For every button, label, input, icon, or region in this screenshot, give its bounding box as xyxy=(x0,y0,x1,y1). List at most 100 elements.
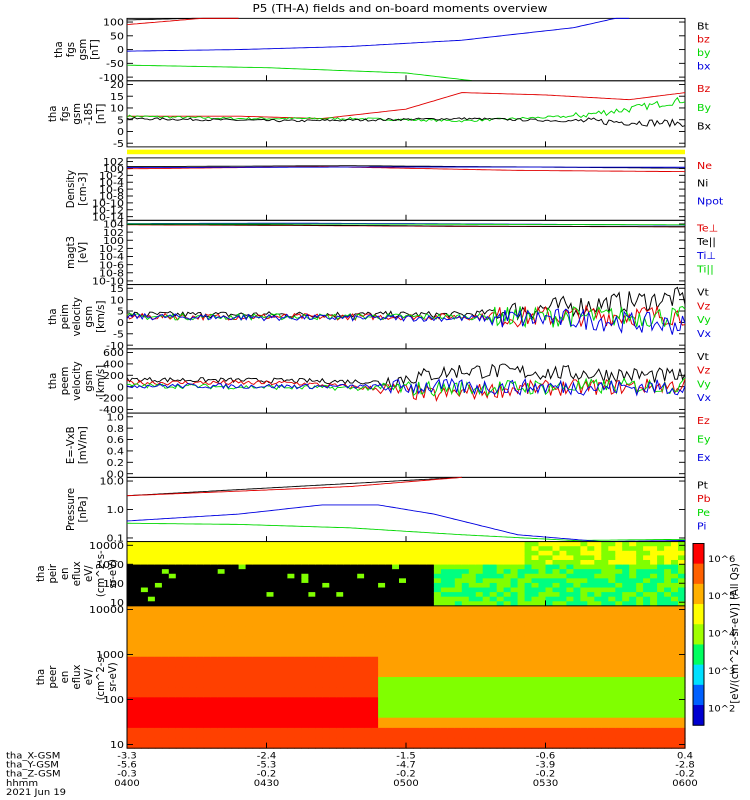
heat-cell xyxy=(601,605,609,617)
x-row-value: -0.2 xyxy=(675,769,694,780)
heat-cell xyxy=(566,677,574,688)
y-tick-label: 15 xyxy=(110,283,124,294)
heat-cell xyxy=(545,656,554,668)
heat-cell xyxy=(280,687,288,698)
heat-cell xyxy=(175,646,184,658)
heat-cell xyxy=(134,573,142,579)
heat-cell xyxy=(426,717,435,729)
heat-cell xyxy=(510,636,519,648)
heat-cell xyxy=(336,578,344,584)
heat-cell xyxy=(510,605,519,617)
heat-cell xyxy=(392,656,400,668)
heat-cell xyxy=(503,587,512,593)
y-tick-label: 10000 xyxy=(89,605,124,616)
heat-cell xyxy=(496,727,505,739)
heat-cell xyxy=(147,626,156,637)
heat-cell xyxy=(461,546,470,552)
heat-cell xyxy=(475,707,484,719)
heat-cell xyxy=(336,656,344,668)
heat-cell xyxy=(503,605,512,617)
series-Vx xyxy=(126,377,686,397)
heat-cell xyxy=(489,737,498,749)
heat-cell xyxy=(608,555,616,561)
heat-cell xyxy=(350,626,358,637)
heat-cell xyxy=(440,587,449,593)
heat-cell xyxy=(252,564,261,570)
heat-cell xyxy=(552,656,561,668)
heat-cell xyxy=(140,616,149,627)
x-row-value: -3.3 xyxy=(117,751,136,762)
heat-cell xyxy=(329,727,337,739)
heat-cell xyxy=(678,707,686,719)
heat-cell xyxy=(301,656,309,668)
heat-cell xyxy=(315,636,323,648)
x-row-value: -1.5 xyxy=(396,751,415,762)
heat-cell xyxy=(161,605,170,617)
heat-cell xyxy=(203,596,212,602)
heat-cell xyxy=(496,601,505,607)
heat-cell xyxy=(454,541,463,547)
heat-cell xyxy=(154,666,163,678)
y-axis-label: eV/ xyxy=(83,668,96,685)
heat-cell xyxy=(475,626,484,637)
heat-cell xyxy=(273,569,282,575)
heat-cell xyxy=(406,541,414,547)
heat-cell xyxy=(231,555,240,561)
heat-cell xyxy=(336,697,344,709)
heat-cell xyxy=(413,626,421,637)
heat-cell xyxy=(475,737,484,749)
heat-cell xyxy=(580,616,588,627)
heat-cell xyxy=(329,578,337,584)
heat-cell xyxy=(392,677,400,688)
heat-cell xyxy=(433,626,442,637)
heat-cell xyxy=(517,687,526,698)
heat-cell xyxy=(657,616,665,627)
heat-cell xyxy=(238,707,247,719)
heat-cell xyxy=(350,573,358,579)
heat-cell xyxy=(294,569,302,575)
heat-cell xyxy=(266,616,275,627)
heat-cell xyxy=(140,573,149,579)
heat-cell xyxy=(127,601,135,607)
heat-cell xyxy=(322,605,330,617)
colorbar: 10^610^510^410^310^2[eV/(cm^2-s-sr-eV)] … xyxy=(692,542,741,726)
heat-cell xyxy=(210,592,219,598)
heat-cell xyxy=(140,717,149,729)
heat-cell xyxy=(440,737,449,749)
heat-cell xyxy=(392,616,400,627)
heat-cell xyxy=(510,656,519,668)
heat-cell xyxy=(134,546,142,552)
heat-cell xyxy=(461,569,470,575)
heat-cell xyxy=(629,687,637,698)
heat-cell xyxy=(489,596,498,602)
heat-cell xyxy=(503,578,512,584)
heat-cell xyxy=(175,596,184,602)
heat-cell xyxy=(154,677,163,688)
colorbar-tick: 10^4 xyxy=(708,629,735,640)
heat-cell xyxy=(294,707,302,719)
heat-cell xyxy=(336,587,344,593)
heat-cell xyxy=(378,573,386,579)
heat-cell xyxy=(322,616,330,627)
heat-cell xyxy=(224,687,233,698)
heat-cell xyxy=(524,616,533,627)
heat-cell xyxy=(608,569,616,575)
heat-cell xyxy=(447,605,456,617)
heat-cell xyxy=(364,616,372,627)
series-Vt xyxy=(126,363,686,388)
heat-cell xyxy=(182,592,191,598)
heat-cell xyxy=(552,707,561,719)
heat-cell xyxy=(357,646,365,658)
heat-cell xyxy=(678,587,686,593)
heat-cell xyxy=(378,697,386,709)
heat-cell xyxy=(127,596,135,602)
heat-cell xyxy=(371,656,379,668)
heat-cell xyxy=(287,569,295,575)
heat-cell xyxy=(294,656,302,668)
heat-cell xyxy=(224,578,233,584)
heat-cell xyxy=(357,587,365,593)
heat-cell xyxy=(671,717,679,729)
heat-cell xyxy=(650,550,658,556)
heat-cell xyxy=(217,707,226,719)
